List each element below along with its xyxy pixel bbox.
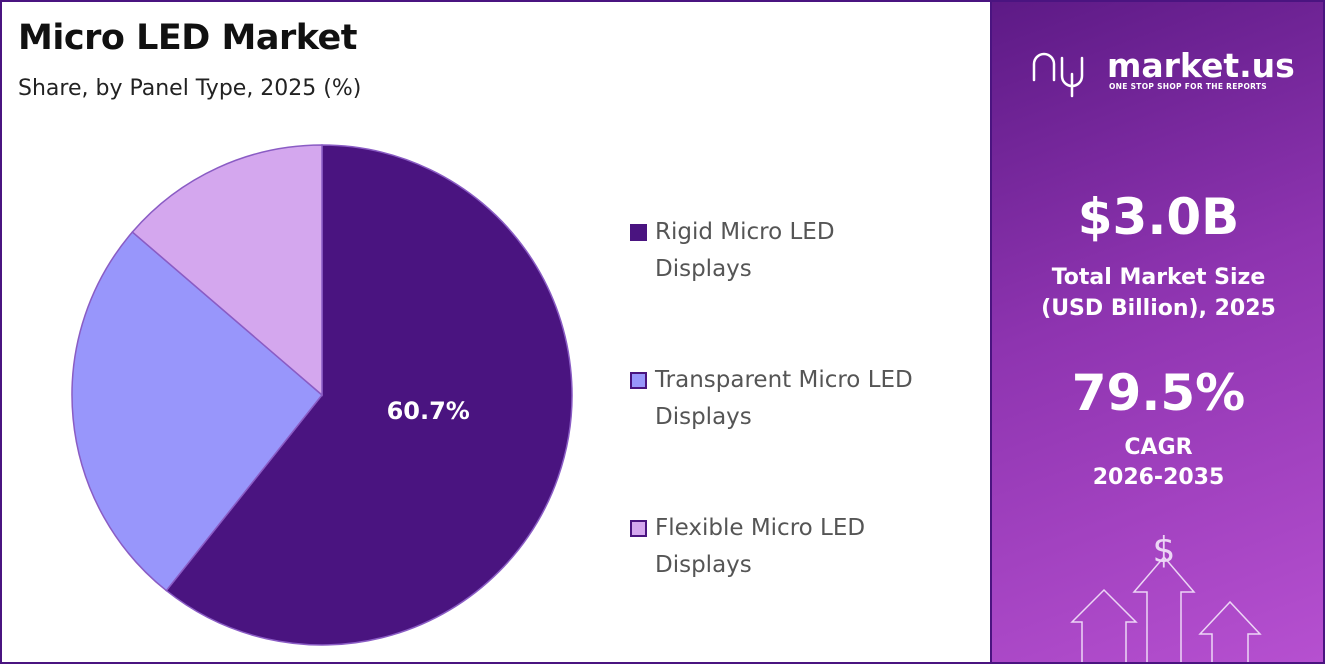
pie-slice (71, 230, 324, 592)
data-label: 60.7% (387, 397, 470, 425)
legend-swatch (630, 224, 647, 241)
cagr-label: CAGR (1124, 435, 1193, 460)
decoration: $ (1032, 52, 1262, 662)
cagr: 79.5% (1071, 364, 1246, 422)
legend-item: Rigid Micro LED Displays (630, 214, 930, 288)
legend-item: Flexible Micro LED Displays (630, 510, 930, 584)
side-panel: $ market.us ONE STOP SHOP FOR THE REPORT… (990, 2, 1323, 662)
pie-slice (165, 144, 573, 646)
cagr-period: 2026-2035 (1092, 465, 1225, 490)
legend-swatch (630, 520, 647, 537)
logo-icon (1032, 52, 1084, 98)
chart-subtitle: Share, by Panel Type, 2025 (%) (18, 76, 362, 101)
legend-item: Transparent Micro LED Displays (630, 362, 930, 436)
dollar-icon: $ (1153, 530, 1176, 571)
pie-slice (131, 144, 323, 397)
arrows: $ (1070, 530, 1262, 662)
legend-label: Transparent Micro LED Displays (655, 367, 913, 430)
legend-label: Flexible Micro LED Displays (655, 515, 866, 578)
legend-swatch (630, 372, 647, 389)
chart: 60.7% (71, 144, 573, 646)
tagline: ONE STOP SHOP FOR THE REPORTS (1109, 82, 1267, 91)
market-size-label: Total Market Size (USD Billion), 2025 (1041, 265, 1276, 321)
legend-label: Rigid Micro LED Displays (655, 219, 835, 282)
brand: market.us (1107, 46, 1295, 85)
chart-title: Micro LED Market (18, 18, 358, 58)
market-size: $3.0B (1077, 188, 1240, 246)
